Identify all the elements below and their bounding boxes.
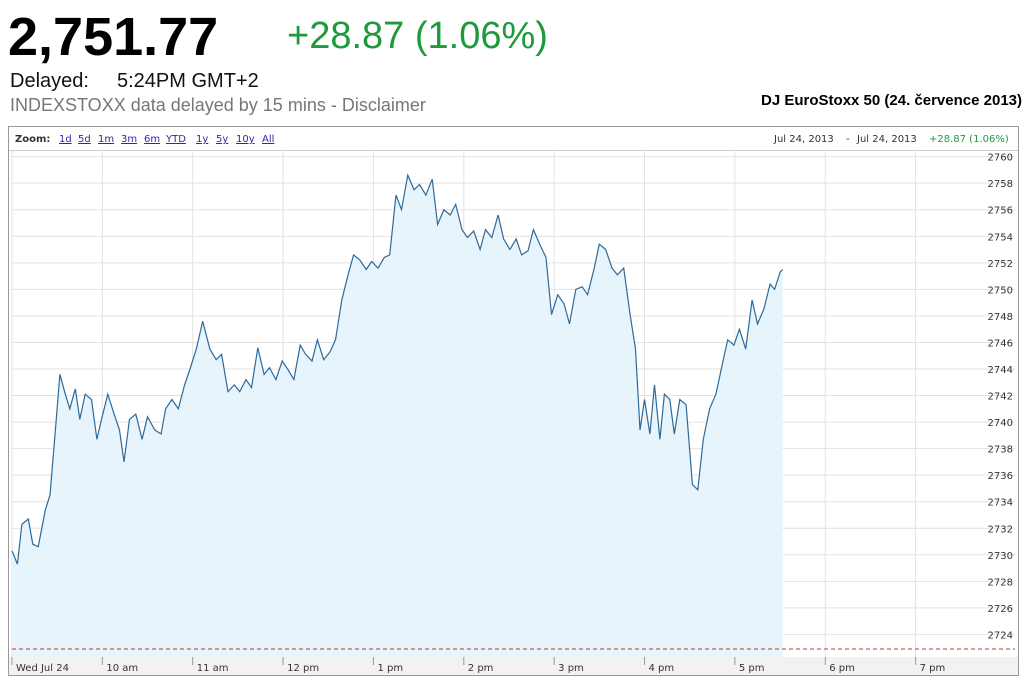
zoom-option[interactable]: All: [262, 134, 274, 145]
y-tick-label: 2752: [988, 259, 1013, 270]
zoom-option[interactable]: YTD: [165, 134, 186, 145]
y-tick-label: 2750: [988, 285, 1013, 296]
y-tick-label: 2734: [988, 498, 1013, 509]
x-tick-label: Wed Jul 24: [16, 663, 69, 674]
y-tick-label: 2748: [988, 312, 1013, 323]
x-tick-label: 11 am: [197, 663, 229, 674]
range-separator: -: [846, 134, 850, 145]
x-tick-label: 12 pm: [287, 663, 319, 674]
x-axis-strip: [9, 657, 1018, 675]
y-tick-label: 2728: [988, 577, 1013, 588]
x-tick-label: 10 am: [106, 663, 138, 674]
range-change: +28.87 (1.06%): [929, 134, 1009, 145]
y-tick-label: 2758: [988, 179, 1013, 190]
range-start: Jul 24, 2013: [773, 134, 834, 145]
zoom-option[interactable]: 1y: [196, 134, 208, 145]
y-tick-label: 2744: [988, 365, 1013, 376]
y-tick-label: 2736: [988, 471, 1013, 482]
chart-title: DJ EuroStoxx 50 (24. července 2013): [761, 92, 1022, 109]
zoom-option[interactable]: 6m: [144, 134, 160, 145]
source-note: INDEXSTOXX data delayed by 15 mins - Dis…: [10, 95, 426, 115]
y-tick-label: 2724: [988, 630, 1013, 641]
y-tick-label: 2732: [988, 524, 1013, 535]
delayed-time: 5:24PM GMT+2: [117, 70, 259, 92]
y-tick-label: 2742: [988, 392, 1013, 403]
x-tick-label: 6 pm: [829, 663, 855, 674]
y-tick-label: 2730: [988, 551, 1013, 562]
delayed-label: Delayed:: [10, 70, 89, 92]
zoom-option[interactable]: 10y: [236, 134, 255, 145]
price-change: +28.87 (1.06%): [287, 15, 548, 57]
y-tick-label: 2754: [988, 232, 1013, 243]
x-tick-label: 7 pm: [920, 663, 946, 674]
zoom-option[interactable]: 3m: [121, 134, 137, 145]
price-line: [11, 173, 784, 565]
y-tick-label: 2746: [988, 338, 1013, 349]
y-tick-label: 2726: [988, 604, 1013, 615]
y-tick-label: 2760: [988, 153, 1013, 164]
y-tick-label: 2740: [988, 418, 1013, 429]
price: 2,751.77: [8, 7, 218, 67]
zoom-label: Zoom:: [15, 134, 50, 145]
x-tick-label: 2 pm: [468, 663, 494, 674]
x-tick-label: 3 pm: [558, 663, 584, 674]
area-fill: [12, 175, 783, 657]
zoom-option[interactable]: 5y: [216, 134, 228, 145]
x-tick-label: 1 pm: [377, 663, 403, 674]
y-tick-label: 2738: [988, 445, 1013, 456]
zoom-option[interactable]: 5d: [78, 134, 91, 145]
zoom-option[interactable]: 1d: [59, 134, 72, 145]
x-tick-label: 4 pm: [649, 663, 675, 674]
y-tick-label: 2756: [988, 206, 1013, 217]
zoom-option[interactable]: 1m: [98, 134, 114, 145]
x-tick-label: 5 pm: [739, 663, 765, 674]
range-end: Jul 24, 2013: [856, 134, 917, 145]
